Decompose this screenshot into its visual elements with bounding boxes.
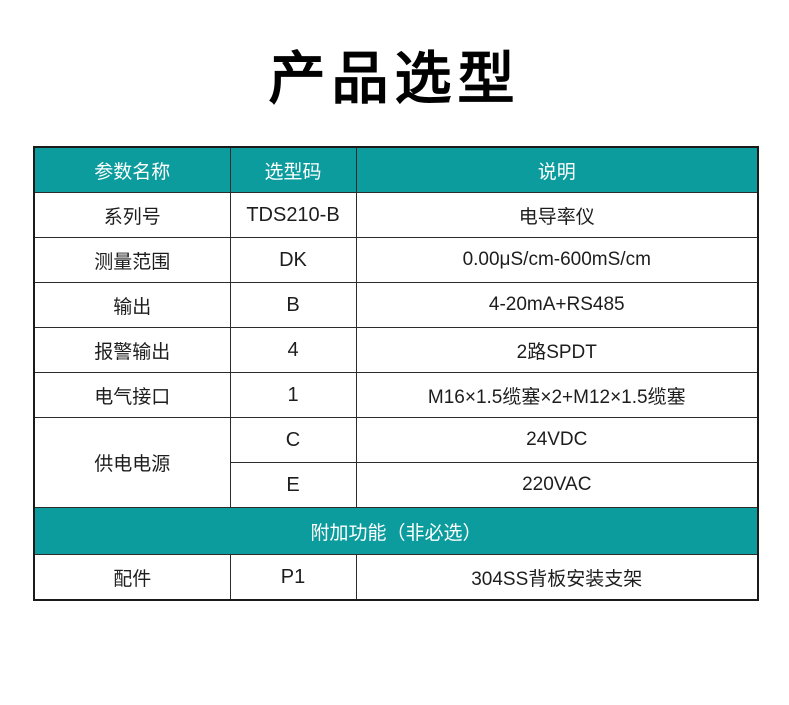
table-row-power-option-e: E 220VAC <box>34 462 759 508</box>
cell-code: DK <box>229 237 357 283</box>
cell-desc: 4-20mA+RS485 <box>355 282 759 328</box>
cell-param: 报警输出 <box>33 327 231 373</box>
cell-param: 测量范围 <box>33 237 231 283</box>
table-row-power-option-c: 供电电源 C 24VDC <box>33 417 759 508</box>
cell-desc: 电导率仪 <box>355 192 759 238</box>
cell-desc: 2路SPDT <box>355 327 759 373</box>
cell-desc: 24VDC <box>355 417 759 463</box>
section-title: 附加功能（非必选） <box>33 507 759 555</box>
cell-desc: M16×1.5缆塞×2+M12×1.5缆塞 <box>355 372 759 418</box>
table-row-range: 测量范围 DK 0.00μS/cm-600mS/cm <box>33 237 759 283</box>
cell-desc: 220VAC <box>355 462 759 508</box>
table-row-alarm-output: 报警输出 4 2路SPDT <box>33 327 759 373</box>
cell-code: B <box>229 282 357 328</box>
cell-code: 4 <box>229 327 357 373</box>
cell-param: 电气接口 <box>33 372 231 418</box>
table-row-output: 输出 B 4-20mA+RS485 <box>33 282 759 328</box>
table-row-accessory: 配件 P1 304SS背板安装支架 <box>33 554 759 601</box>
cell-code: 1 <box>229 372 357 418</box>
product-selection-table: 参数名称 选型码 说明 系列号 TDS210-B 电导率仪 测量范围 DK 0.… <box>33 146 759 601</box>
header-cell-description: 说明 <box>355 146 759 193</box>
section-header-row: 附加功能（非必选） <box>33 507 759 555</box>
page-title: 产品选型 <box>268 47 521 112</box>
table-header-row: 参数名称 选型码 说明 <box>33 146 759 193</box>
cell-param-power: 供电电源 <box>33 417 231 508</box>
header-cell-selection-code: 选型码 <box>229 146 357 193</box>
cell-code: P1 <box>229 554 357 601</box>
cell-desc: 304SS背板安装支架 <box>355 554 759 601</box>
table-row-electrical-interface: 电气接口 1 M16×1.5缆塞×2+M12×1.5缆塞 <box>33 372 759 418</box>
cell-param: 配件 <box>33 554 231 601</box>
cell-param: 系列号 <box>33 192 231 238</box>
cell-code: C <box>229 417 357 463</box>
table-row-series: 系列号 TDS210-B 电导率仪 <box>33 192 759 238</box>
cell-code: E <box>229 462 357 508</box>
cell-param: 输出 <box>33 282 231 328</box>
cell-code: TDS210-B <box>229 192 357 238</box>
header-cell-parameter-name: 参数名称 <box>33 146 231 193</box>
cell-desc: 0.00μS/cm-600mS/cm <box>355 237 759 283</box>
title-area: 产品选型 <box>0 0 789 146</box>
